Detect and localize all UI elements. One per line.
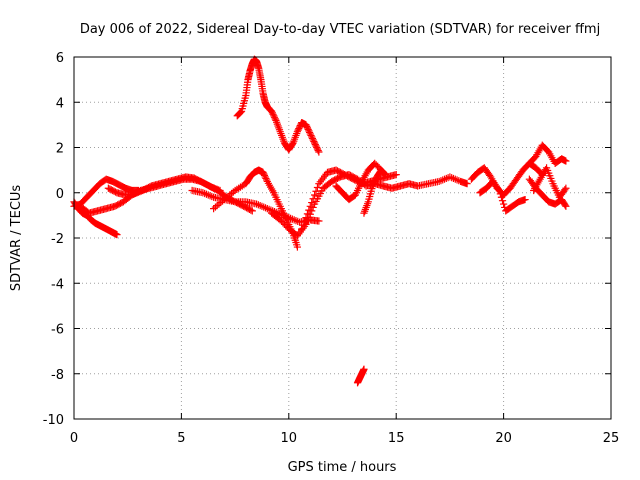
data-point: [562, 157, 570, 165]
data-point: [498, 197, 507, 205]
series-arc-15: [525, 141, 570, 167]
data-point: [463, 180, 471, 188]
series-arc-14: [476, 177, 529, 215]
data-point: [365, 195, 373, 203]
y-tick-label: -10: [43, 413, 64, 428]
data-point: [542, 164, 551, 172]
data-point: [497, 193, 506, 201]
y-tick-label: -4: [51, 277, 64, 292]
data-point: [366, 190, 375, 198]
data-point: [308, 198, 316, 207]
data-point: [293, 243, 301, 251]
y-tick-label: 2: [56, 142, 64, 157]
data-point: [495, 186, 503, 195]
data-point: [367, 187, 375, 195]
data-point: [299, 221, 307, 229]
data-point: [240, 99, 248, 107]
data-point: [113, 231, 121, 239]
data-point: [312, 187, 320, 195]
series-arc-4: [104, 173, 224, 199]
data-point: [238, 105, 246, 113]
data-point: [300, 217, 309, 226]
data-point: [306, 202, 314, 210]
series-arc-17: [530, 164, 570, 201]
y-tick-label: 6: [56, 51, 64, 66]
x-tick-label: 10: [281, 431, 298, 446]
data-point: [216, 186, 224, 195]
data-point: [303, 210, 312, 218]
data-point: [381, 170, 389, 178]
data-point: [313, 183, 322, 192]
data-point: [562, 202, 570, 210]
data-point: [305, 206, 313, 214]
data-point: [364, 198, 372, 206]
y-tick-label: -8: [51, 368, 64, 383]
data-point: [360, 365, 368, 373]
series-arc-10: [332, 159, 387, 204]
y-tick-label: 4: [56, 96, 64, 111]
y-tick-label: 0: [56, 187, 64, 202]
data-point: [302, 214, 310, 222]
data-point: [500, 200, 508, 208]
data-point: [547, 174, 555, 183]
data-point: [309, 195, 317, 203]
grid: [74, 57, 611, 419]
data-point: [248, 207, 256, 215]
x-tick-label: 5: [177, 431, 185, 446]
series-arc-12: [360, 166, 390, 217]
axis-ticks: 0 5 10 15 20 25 -10 -8 -6 -4 -2 0 2 4 6: [43, 51, 620, 446]
data-point: [548, 177, 556, 185]
data-point: [562, 184, 570, 192]
data-point: [315, 148, 323, 156]
chart-title: Day 006 of 2022, Sidereal Day-to-day VTE…: [80, 22, 600, 37]
data-point: [545, 169, 553, 177]
data-point: [308, 207, 316, 215]
x-axis-label: GPS time / hours: [288, 460, 397, 475]
data-point: [521, 195, 529, 204]
series-arc-7: [233, 55, 323, 156]
y-tick-label: -6: [51, 323, 64, 338]
x-tick-label: 15: [388, 431, 405, 446]
data-point: [544, 166, 552, 175]
data-point: [298, 225, 306, 233]
data-point: [561, 201, 569, 209]
data-point: [315, 217, 323, 225]
y-tick-label: -2: [51, 232, 64, 247]
data-point: [392, 171, 400, 179]
data-point: [496, 190, 504, 198]
series-arc-5: [188, 186, 323, 226]
data-point: [546, 172, 554, 180]
data-point: [237, 107, 246, 115]
data-points: [70, 55, 570, 387]
data-point: [310, 191, 319, 199]
data-point: [239, 102, 247, 110]
x-tick-label: 0: [70, 431, 78, 446]
x-tick-label: 20: [495, 431, 512, 446]
y-axis-label: SDTVAR / TECUs: [9, 185, 24, 292]
data-point: [368, 185, 376, 193]
data-point: [241, 94, 249, 102]
data-point: [240, 97, 249, 105]
series-arc-11: [353, 365, 368, 387]
data-point: [366, 192, 374, 201]
x-tick-label: 25: [603, 431, 620, 446]
data-point: [381, 171, 390, 179]
